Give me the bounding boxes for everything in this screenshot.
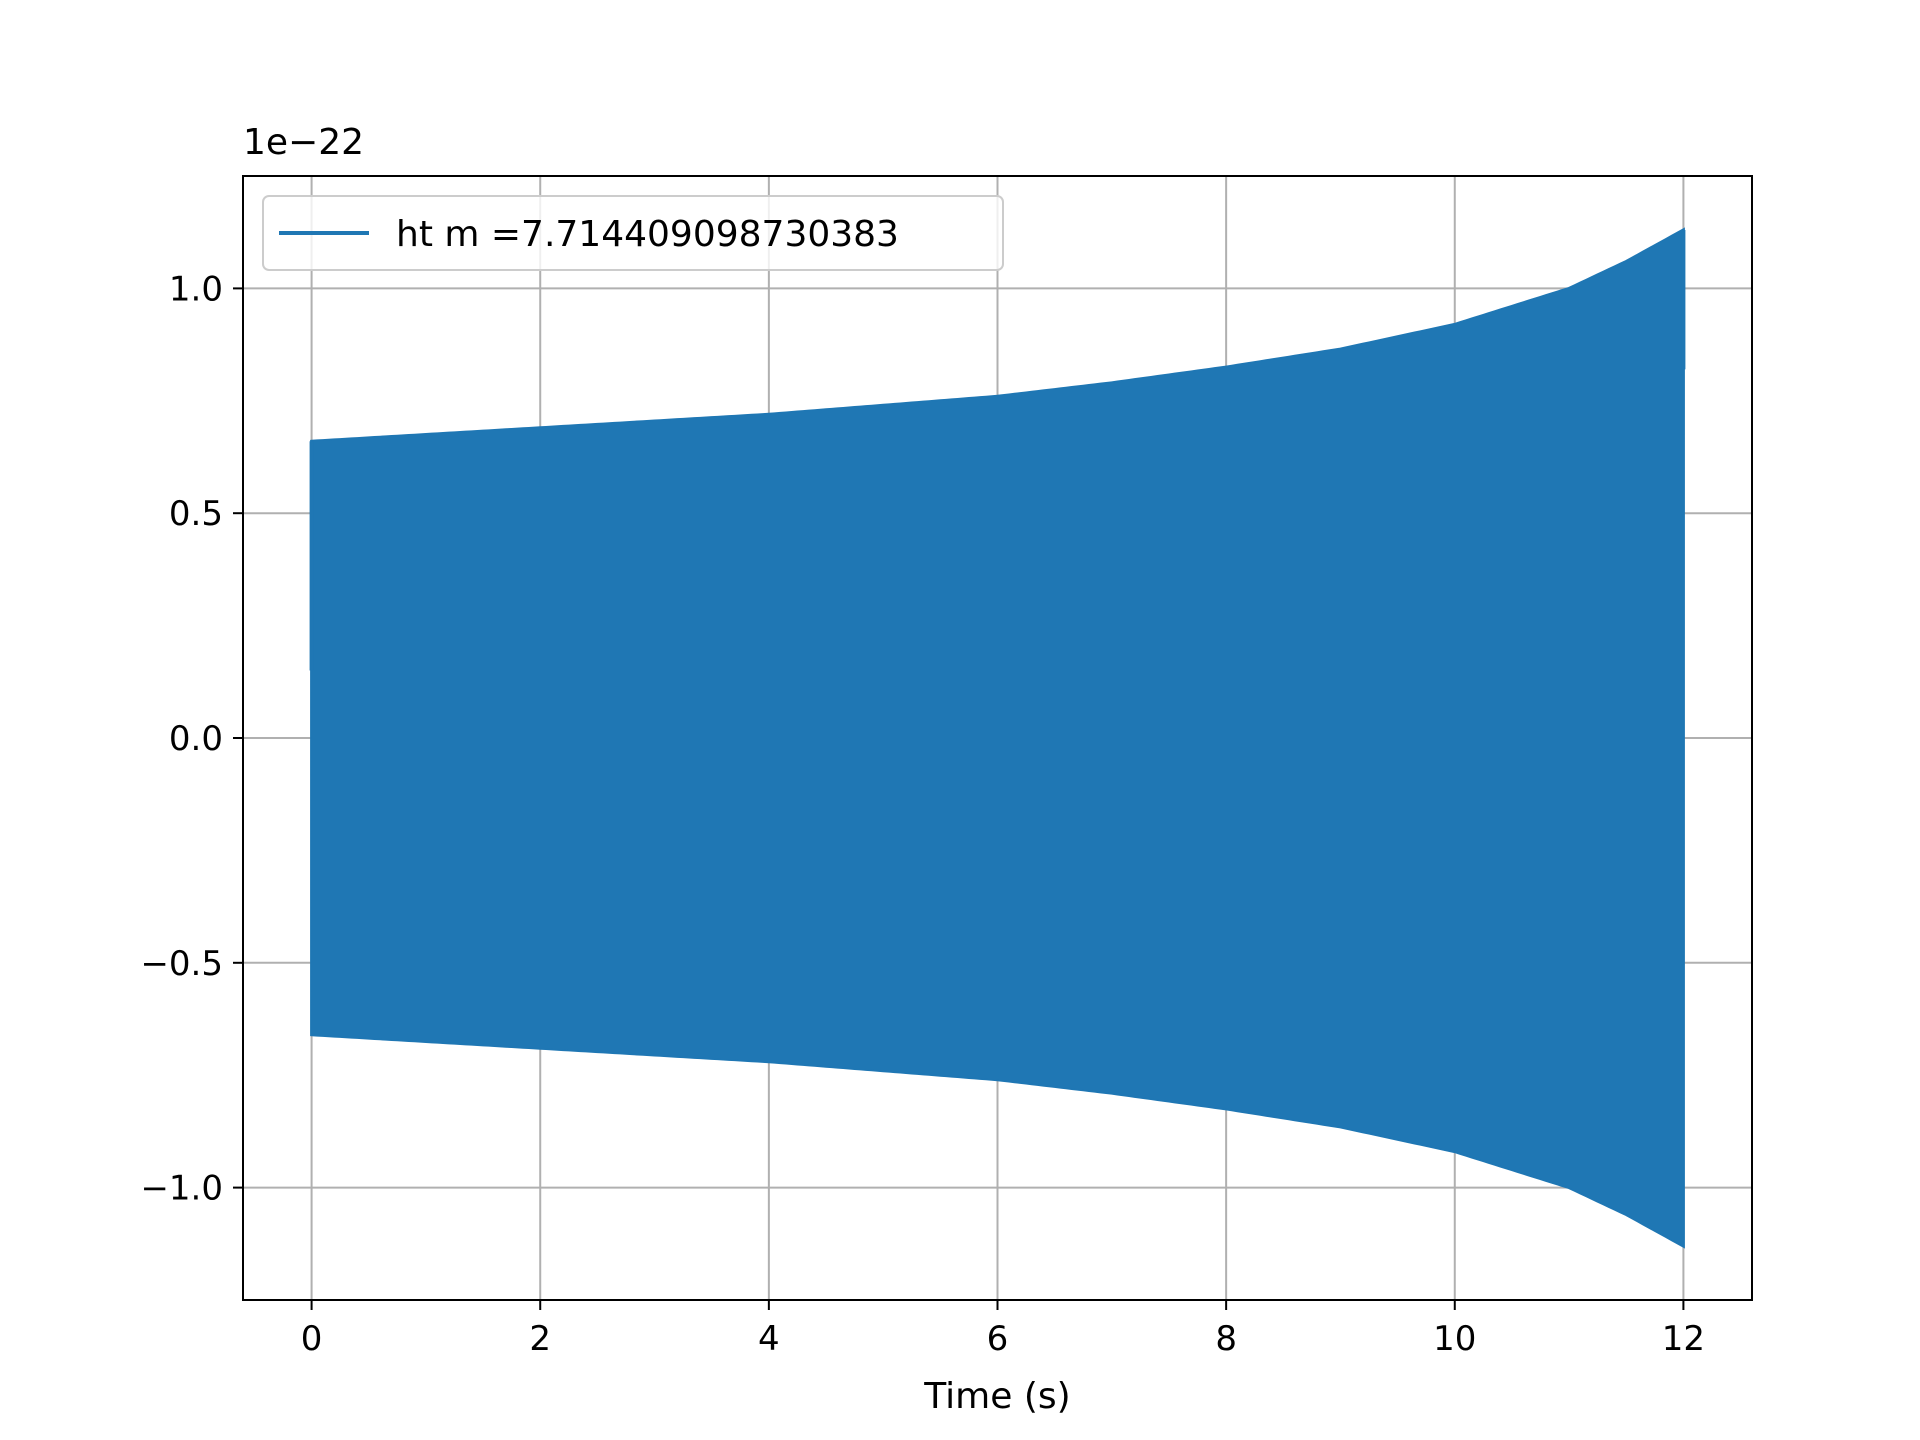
y-tick-label: 0.0: [169, 719, 223, 759]
plot-area: [309, 227, 1686, 1249]
x-axis: 0 2 4 6 8 10 12: [301, 1300, 1705, 1359]
x-tick-label: 10: [1433, 1319, 1476, 1359]
x-axis-label: Time (s): [923, 1376, 1070, 1417]
x-tick-label: 4: [758, 1319, 780, 1359]
x-tick-label: 12: [1662, 1319, 1705, 1359]
x-tick-label: 2: [529, 1319, 551, 1359]
legend: ht m =7.714409098730383: [262, 195, 1004, 271]
waveform-line: [310, 229, 1685, 1246]
y-tick-label: 1.0: [169, 269, 223, 309]
y-tick-label: 0.5: [169, 494, 223, 534]
x-tick-label: 0: [301, 1319, 323, 1359]
y-offset-label: 1e−22: [243, 122, 364, 163]
y-tick-label: −1.0: [140, 1169, 223, 1209]
legend-box: [262, 195, 1004, 271]
y-tick-label: −0.5: [140, 944, 223, 984]
x-tick-label: 8: [1215, 1319, 1237, 1359]
x-tick-label: 6: [987, 1319, 1009, 1359]
legend-label: ht m =7.714409098730383: [396, 214, 899, 255]
y-axis: −1.0 −0.5 0.0 0.5 1.0: [140, 269, 243, 1209]
